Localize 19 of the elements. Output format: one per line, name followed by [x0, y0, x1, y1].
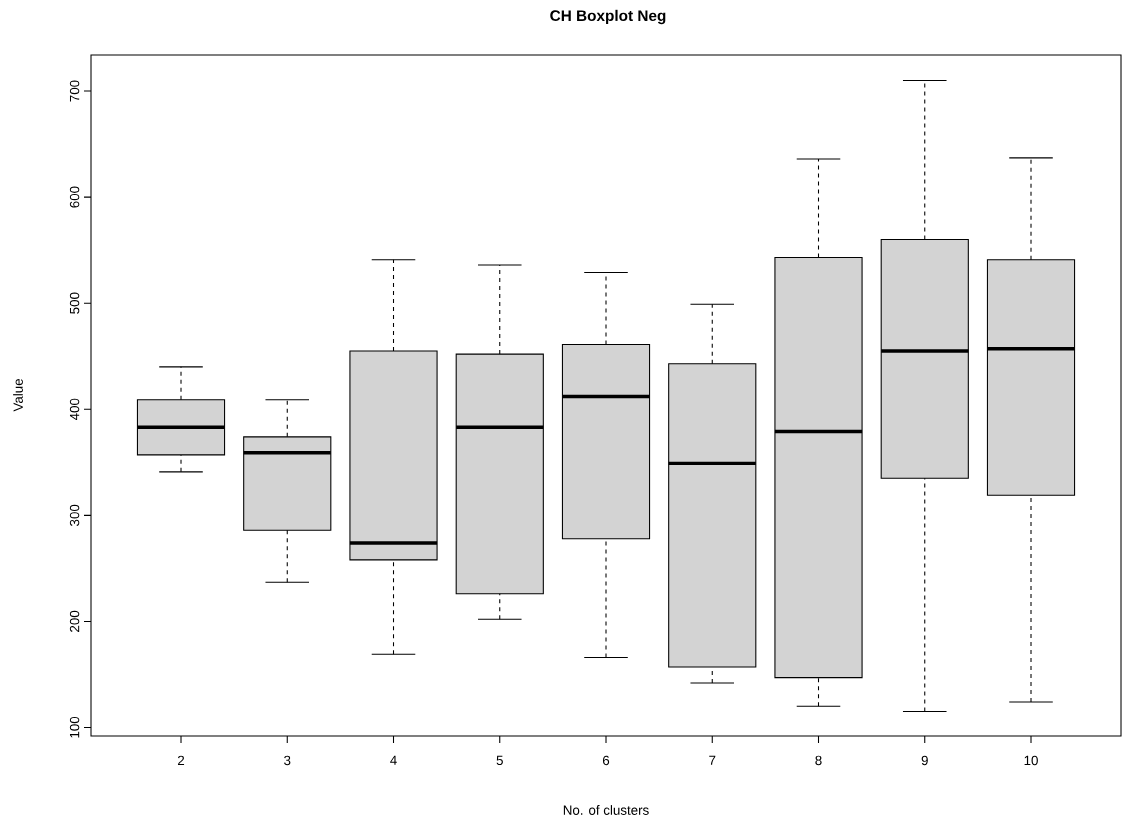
x-tick-label: 8	[815, 755, 822, 766]
x-tick-label: 2	[177, 755, 185, 765]
chart-title: CH Boxplot Neg	[550, 9, 666, 25]
y-tick-label: 300	[69, 504, 80, 526]
y-tick-label: 200	[69, 610, 80, 632]
x-tick-label: 3	[284, 755, 291, 766]
y-tick-label: 500	[69, 292, 80, 314]
y-tick-label: 100	[69, 716, 80, 738]
y-axis-title: Value	[13, 379, 23, 412]
y-tick-label: 600	[69, 186, 80, 208]
x-tick-label: 10	[1024, 755, 1038, 766]
x-tick-label: 6	[602, 755, 610, 766]
x-tick-label: 9	[921, 755, 928, 766]
x-axis-title: No. of clusters	[563, 805, 649, 815]
y-tick-label: 400	[69, 398, 80, 421]
x-tick-label: 4	[390, 755, 397, 765]
x-tick-label: 7	[709, 755, 716, 765]
x-tick-label: 5	[496, 755, 503, 765]
y-tick-label: 700	[69, 80, 80, 102]
